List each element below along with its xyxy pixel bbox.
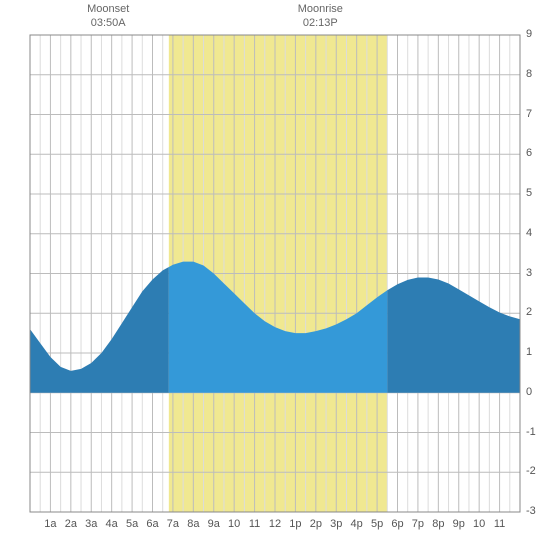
- y-tick-label: 5: [526, 187, 546, 199]
- chart-canvas: [0, 0, 550, 550]
- x-tick-label: 4a: [102, 518, 122, 530]
- moonset-label: Moonset03:50A: [78, 2, 138, 31]
- y-tick-label: -2: [526, 465, 546, 477]
- moonset-time: 03:50A: [78, 16, 138, 30]
- x-tick-label: 11: [490, 518, 510, 530]
- x-tick-label: 10: [224, 518, 244, 530]
- x-tick-label: 8p: [428, 518, 448, 530]
- x-tick-label: 1p: [285, 518, 305, 530]
- x-tick-label: 12: [265, 518, 285, 530]
- x-tick-label: 5p: [367, 518, 387, 530]
- x-tick-label: 10: [469, 518, 489, 530]
- x-tick-label: 2a: [61, 518, 81, 530]
- x-tick-label: 11: [245, 518, 265, 530]
- y-tick-label: -3: [526, 505, 546, 517]
- x-tick-label: 6a: [143, 518, 163, 530]
- x-tick-label: 5a: [122, 518, 142, 530]
- tide-chart: 1a2a3a4a5a6a7a8a9a1011121p2p3p4p5p6p7p8p…: [0, 0, 550, 550]
- y-tick-label: 7: [526, 108, 546, 120]
- x-tick-label: 6p: [388, 518, 408, 530]
- y-tick-label: 2: [526, 306, 546, 318]
- y-tick-label: 0: [526, 386, 546, 398]
- moonrise-label: Moonrise02:13P: [290, 2, 350, 31]
- x-tick-label: 2p: [306, 518, 326, 530]
- x-tick-label: 3a: [81, 518, 101, 530]
- x-tick-label: 1a: [40, 518, 60, 530]
- y-tick-label: 8: [526, 68, 546, 80]
- moonrise-time: 02:13P: [290, 16, 350, 30]
- x-tick-label: 8a: [183, 518, 203, 530]
- y-tick-label: -1: [526, 426, 546, 438]
- x-tick-label: 7a: [163, 518, 183, 530]
- x-tick-label: 3p: [326, 518, 346, 530]
- x-tick-label: 9p: [449, 518, 469, 530]
- y-tick-label: 6: [526, 147, 546, 159]
- x-tick-label: 7p: [408, 518, 428, 530]
- moonset-title: Moonset: [78, 2, 138, 16]
- x-tick-label: 9a: [204, 518, 224, 530]
- moonrise-title: Moonrise: [290, 2, 350, 16]
- x-tick-label: 4p: [347, 518, 367, 530]
- y-tick-label: 9: [526, 28, 546, 40]
- y-tick-label: 1: [526, 346, 546, 358]
- y-tick-label: 4: [526, 227, 546, 239]
- y-tick-label: 3: [526, 267, 546, 279]
